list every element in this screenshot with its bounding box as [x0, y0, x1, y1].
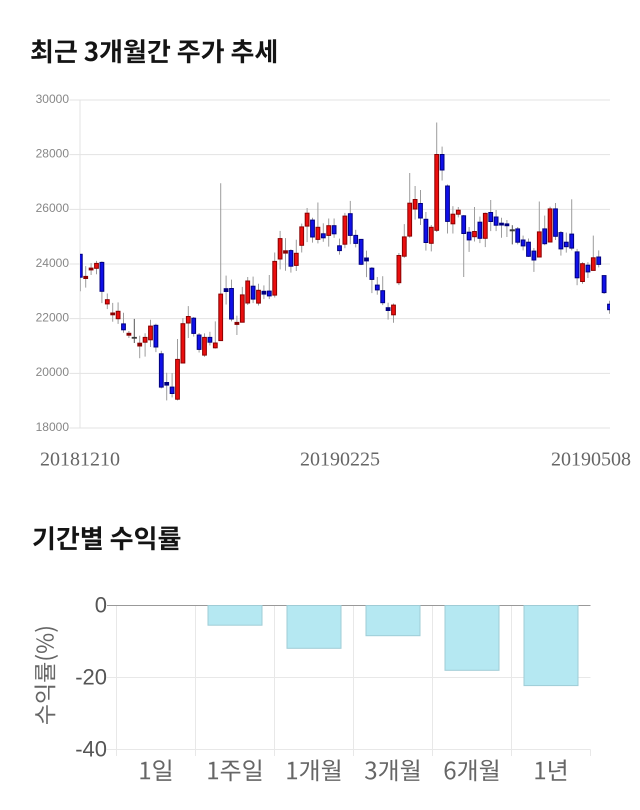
svg-text:0: 0 — [95, 593, 107, 618]
svg-text:24000: 24000 — [36, 256, 70, 270]
svg-text:20190225: 20190225 — [300, 449, 380, 471]
svg-text:-40: -40 — [75, 737, 107, 762]
svg-text:26000: 26000 — [36, 201, 70, 215]
svg-text:20000: 20000 — [36, 365, 70, 379]
svg-text:30000: 30000 — [36, 92, 70, 106]
svg-text:28000: 28000 — [36, 146, 70, 160]
svg-text:20190508: 20190508 — [551, 449, 631, 471]
svg-text:18000: 18000 — [36, 420, 70, 434]
svg-text:20181210: 20181210 — [40, 449, 120, 471]
svg-text:-20: -20 — [75, 665, 107, 690]
svg-text:22000: 22000 — [36, 310, 70, 324]
